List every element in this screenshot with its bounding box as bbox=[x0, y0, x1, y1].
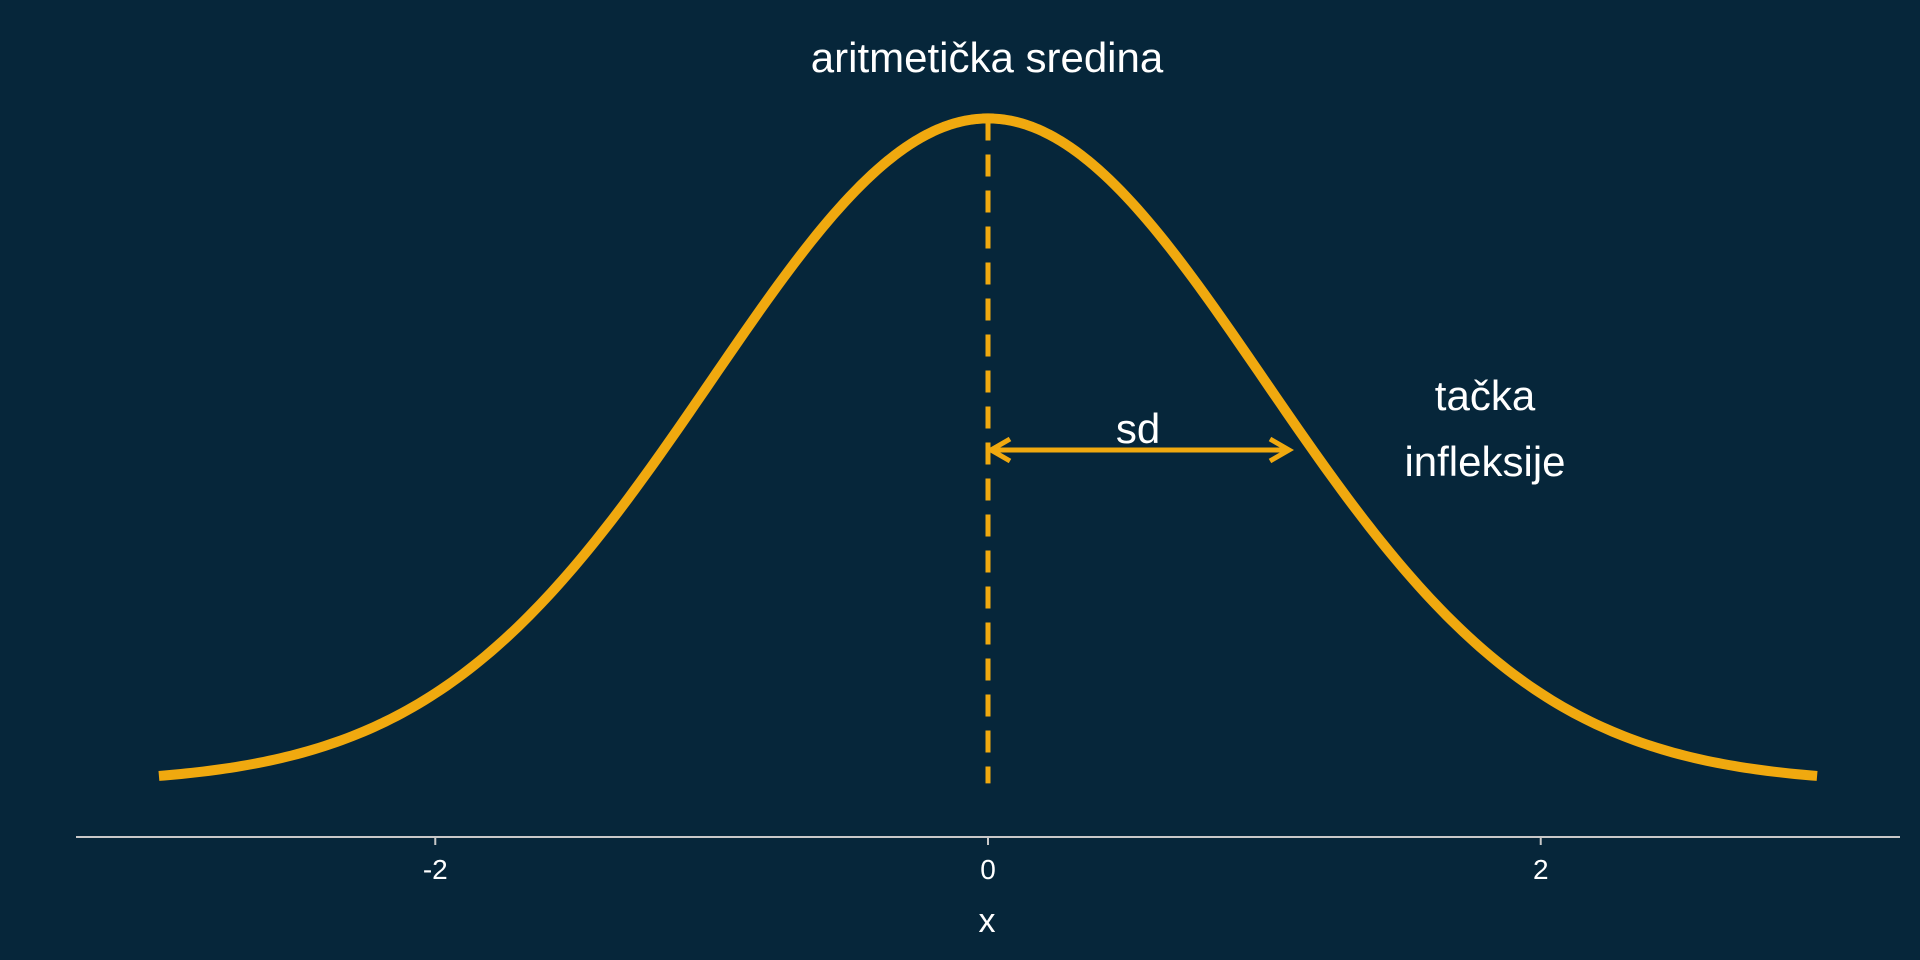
x-tick-label: 0 bbox=[980, 854, 996, 885]
x-axis-title: x bbox=[979, 902, 996, 940]
x-tick-label: -2 bbox=[423, 854, 448, 885]
sd-arrowhead-left bbox=[986, 436, 1012, 464]
sd-annotation: sd bbox=[1116, 405, 1160, 452]
mean-annotation: aritmetička sredina bbox=[811, 34, 1164, 81]
inflection-annotation-line2: infleksije bbox=[1404, 438, 1565, 485]
density-curve bbox=[158, 113, 1818, 781]
inflection-annotation-line1: tačka bbox=[1435, 372, 1536, 419]
x-tick-label: 2 bbox=[1533, 854, 1549, 885]
sd-arrowhead-right bbox=[1268, 436, 1294, 464]
